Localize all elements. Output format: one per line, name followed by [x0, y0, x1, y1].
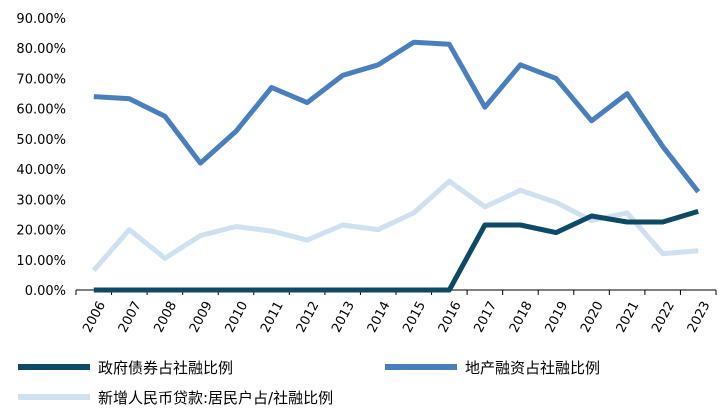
- x-tick-label: 2011: [258, 299, 287, 335]
- y-tick-label: 60.00%: [16, 103, 66, 118]
- x-tick-label: 2008: [151, 299, 180, 335]
- x-tick-label: 2013: [329, 299, 358, 335]
- x-tick-label: 2015: [400, 299, 429, 335]
- y-axis: 0.00% 10.00% 20.00% 30.00% 40.00% 50.00% 60.00…: [16, 12, 66, 299]
- y-tick-label: 20.00%: [16, 224, 66, 239]
- legend-label-1: 地产融资占社融比例: [465, 359, 600, 377]
- x-tick-label: 2012: [294, 299, 323, 335]
- y-tick-label: 50.00%: [16, 133, 66, 148]
- legend-label-0: 政府债券占社融比例: [98, 359, 233, 377]
- series-line-0: [93, 209, 699, 293]
- y-tick-label: 70.00%: [16, 72, 66, 87]
- series-line-2: [91, 178, 699, 273]
- series-line-1: [93, 39, 701, 194]
- y-tick-label: 90.00%: [16, 12, 66, 27]
- x-axis: 2006 2007 2008 2009 2010 2011 2012 2013 2014 2015…: [75, 289, 717, 335]
- legend-label-2: 新增人民币贷款:居民户占/社融比例: [98, 389, 333, 407]
- x-tick-label: 2018: [507, 299, 536, 335]
- y-tick-label: 10.00%: [16, 254, 66, 269]
- y-tick-label: 40.00%: [16, 163, 66, 178]
- x-tick-label: 2017: [471, 299, 500, 335]
- x-tick-label: 2007: [116, 299, 145, 335]
- y-tick-label: 80.00%: [16, 42, 66, 57]
- x-tick-label: 2016: [436, 299, 465, 335]
- x-tick-label: 2019: [543, 299, 572, 335]
- x-tick-label: 2009: [187, 299, 216, 335]
- x-tick-label: 2023: [685, 299, 714, 335]
- x-tick-label: 2020: [578, 299, 607, 335]
- y-tick-label: 30.00%: [16, 193, 66, 208]
- x-tick-label: 2014: [365, 299, 394, 335]
- x-tick-label: 2021: [614, 299, 643, 335]
- y-tick-label: 0.00%: [25, 284, 66, 299]
- x-tick-label: 2006: [80, 299, 109, 335]
- x-tick-label: 2010: [223, 299, 252, 335]
- x-tick-label: 2022: [649, 299, 678, 335]
- series-layer: [91, 39, 701, 293]
